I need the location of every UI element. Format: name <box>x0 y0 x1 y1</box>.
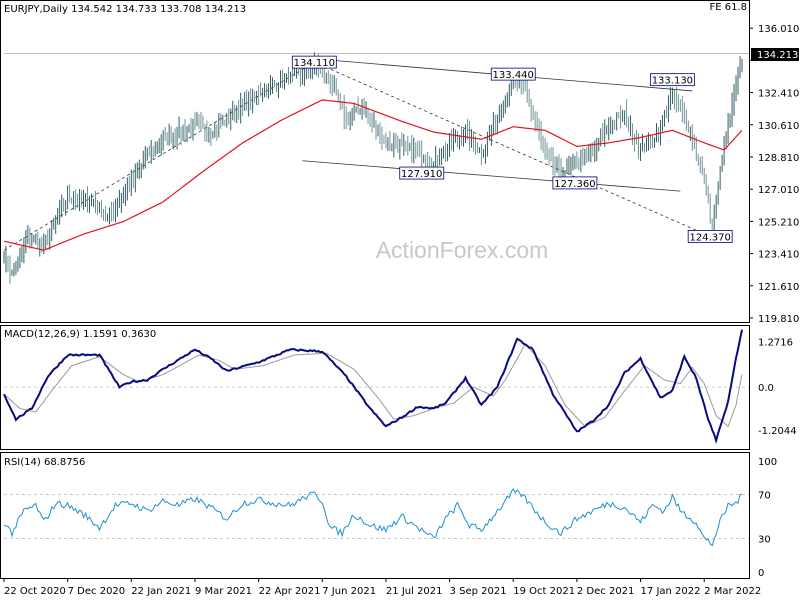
macd-panel <box>0 325 750 450</box>
x-tick-label: 3 Sep 2021 <box>450 586 507 597</box>
price-level-label: 127.910 <box>401 169 442 180</box>
price-level-box <box>552 176 598 190</box>
macd-signal-line <box>3 343 743 428</box>
price-level-labels: 134.110 133.440 133.130 127.910 127.360 124.3… <box>291 55 733 243</box>
x-tick-label: 21 Jul 2021 <box>386 586 443 597</box>
axis-labels-layer: 136.010 132.410 130.610 128.810 127.010 125.2… <box>3 24 799 597</box>
macd-header: MACD(12,26,9) 1.1591 0.3630 <box>4 329 156 340</box>
macd-line <box>3 329 743 445</box>
x-tick-label: 7 Jun 2021 <box>322 586 376 597</box>
price-level-box <box>399 166 445 180</box>
rsi-tick-label: 0 <box>758 568 764 579</box>
macd-tick-label: -1.2044 <box>758 426 797 437</box>
x-tick-label: 17 Jan 2022 <box>641 586 701 597</box>
price-level-label: 133.130 <box>652 76 693 87</box>
price-level-label: 134.110 <box>294 58 335 69</box>
x-tick-label: 2 Mar 2022 <box>704 586 761 597</box>
moving-average-line <box>3 99 743 251</box>
x-tick-label: 7 Dec 2020 <box>68 586 126 597</box>
price-tick-label: 132.410 <box>758 89 799 100</box>
fe-label: FE 61.8 <box>709 2 747 13</box>
rsi-tick-label: 70 <box>758 490 771 501</box>
price-tick-label: 119.810 <box>758 314 799 325</box>
price-level-box <box>687 230 733 243</box>
rsi-tick-label: 100 <box>758 457 777 468</box>
x-tick-label: 2 Dec 2021 <box>577 586 635 597</box>
macd-layer <box>3 329 749 445</box>
price-tick-label: 128.810 <box>758 153 799 164</box>
price-panel <box>0 0 750 323</box>
price-tick-label: 127.010 <box>758 185 799 196</box>
price-tick-label: 123.410 <box>758 250 799 261</box>
rsi-layer <box>3 487 749 547</box>
x-tick-label: 22 Apr 2021 <box>259 586 321 597</box>
x-tick-label: 19 Oct 2021 <box>513 586 575 597</box>
rsi-header: RSI(14) 68.8756 <box>4 457 85 468</box>
price-level-box <box>490 67 536 81</box>
rsi-panel <box>0 452 750 579</box>
current-price-value: 134.213 <box>757 50 798 61</box>
price-tick-label: 130.610 <box>758 121 799 132</box>
price-tick-label: 136.010 <box>758 24 799 35</box>
price-level-label: 127.360 <box>554 179 595 190</box>
price-level-box <box>291 55 337 69</box>
trendline <box>302 160 681 192</box>
price-level-label: 124.370 <box>689 232 730 243</box>
macd-tick-label: 0.0 <box>758 383 774 394</box>
price-level-box <box>649 73 695 87</box>
x-tick-label: 9 Mar 2021 <box>195 586 252 597</box>
price-level-label: 133.440 <box>493 70 534 81</box>
current-price-tag <box>751 48 799 61</box>
candles-layer <box>3 52 743 285</box>
macd-tick-label: 1.2716 <box>758 338 793 349</box>
price-header: EURJPY,Daily 134.542 134.733 133.708 134… <box>4 4 246 15</box>
x-tick-label: 22 Jan 2021 <box>131 586 191 597</box>
rsi-tick-label: 30 <box>758 535 771 546</box>
price-tick-label: 121.610 <box>758 282 799 293</box>
price-tick-label: 125.210 <box>758 217 799 228</box>
watermark: ActionForex.com <box>376 237 549 263</box>
rsi-line <box>3 487 743 547</box>
x-tick-label: 22 Oct 2020 <box>4 586 66 597</box>
trendline <box>314 61 711 237</box>
moving-average-layer <box>3 99 743 251</box>
